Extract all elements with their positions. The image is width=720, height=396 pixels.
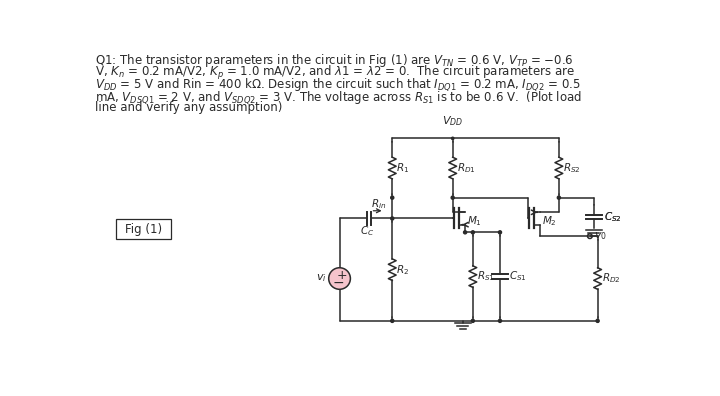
Circle shape xyxy=(472,231,474,234)
Text: $V_{DD}$ = 5 V and Rin = 400 k$\Omega$. Design the circuit such that $I_{DQ1}$ =: $V_{DD}$ = 5 V and Rin = 400 k$\Omega$. … xyxy=(94,77,580,93)
Circle shape xyxy=(329,268,351,289)
Text: Fig (1): Fig (1) xyxy=(125,223,162,236)
Text: $M_2$: $M_2$ xyxy=(542,215,557,228)
Text: mA, $V_{DSQ1}$ = 2 V, and $V_{SDQ2}$ = 3 V. The voltage across $R_{S1}$ is to be: mA, $V_{DSQ1}$ = 2 V, and $V_{SDQ2}$ = 3… xyxy=(94,89,582,106)
Text: $M_1$: $M_1$ xyxy=(467,215,482,228)
Circle shape xyxy=(464,231,467,234)
Text: $R_1$: $R_1$ xyxy=(396,161,409,175)
Circle shape xyxy=(391,196,394,199)
Text: $C_{S2}$: $C_{S2}$ xyxy=(604,210,621,224)
FancyBboxPatch shape xyxy=(116,219,171,239)
Circle shape xyxy=(391,319,394,322)
Circle shape xyxy=(451,196,454,199)
Circle shape xyxy=(498,231,502,234)
Text: $R_2$: $R_2$ xyxy=(396,263,409,276)
Text: $C_C$: $C_C$ xyxy=(360,224,374,238)
Text: −: − xyxy=(333,275,345,289)
Circle shape xyxy=(557,196,560,199)
Text: line and verify any assumption): line and verify any assumption) xyxy=(94,101,282,114)
Text: $C_{S2}$: $C_{S2}$ xyxy=(604,210,621,224)
Text: $V_{DD}$: $V_{DD}$ xyxy=(442,114,463,128)
Circle shape xyxy=(451,137,454,139)
Text: $v_0$: $v_0$ xyxy=(594,230,607,242)
Text: $R_{S2}$: $R_{S2}$ xyxy=(563,161,580,175)
Text: +: + xyxy=(336,269,347,282)
Text: Q1: The transistor parameters in the circuit in Fig (1) are $V_{TN}$ = 0.6 V, $V: Q1: The transistor parameters in the cir… xyxy=(94,52,573,69)
Circle shape xyxy=(472,319,474,322)
Text: $v_i$: $v_i$ xyxy=(315,272,326,284)
Text: $R_{D1}$: $R_{D1}$ xyxy=(456,161,475,175)
Circle shape xyxy=(391,217,394,220)
Circle shape xyxy=(498,319,502,322)
Circle shape xyxy=(596,319,599,322)
Text: $C_{S1}$: $C_{S1}$ xyxy=(509,269,527,283)
Text: $R_{S1}$: $R_{S1}$ xyxy=(477,270,495,284)
Text: $R_{in}$: $R_{in}$ xyxy=(371,198,386,211)
Text: V, $K_n$ = 0.2 mA/V2, $K_p$ = 1.0 mA/V2, and $\lambda$1 = $\lambda$2 = 0.  The c: V, $K_n$ = 0.2 mA/V2, $K_p$ = 1.0 mA/V2,… xyxy=(94,65,575,82)
Text: $R_{D2}$: $R_{D2}$ xyxy=(601,272,620,286)
